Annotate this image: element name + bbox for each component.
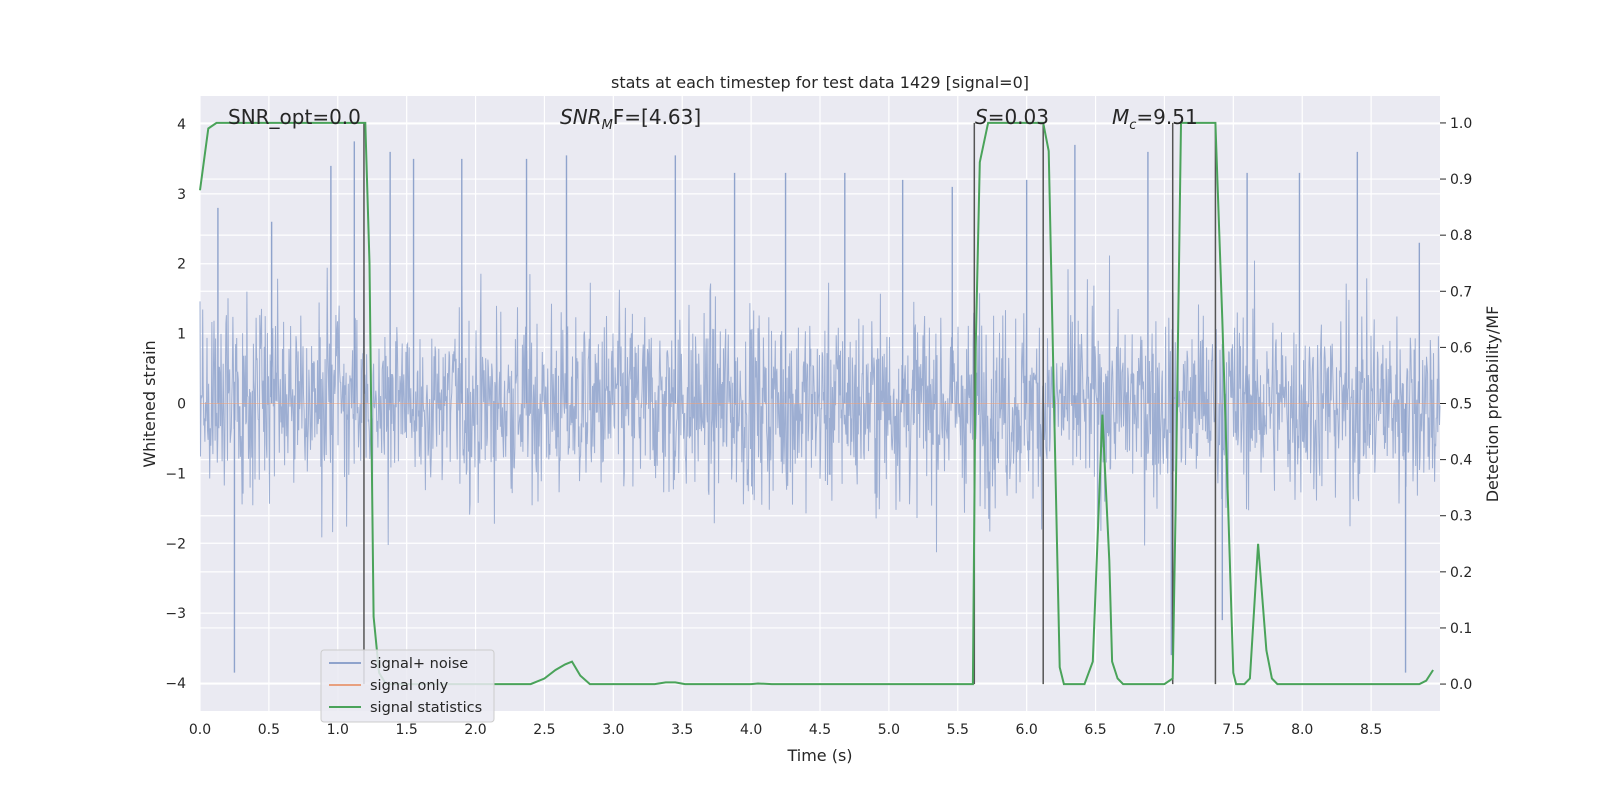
- y-right-tick-labels: 1.0 0.9 0.8 0.7 0.6 0.5 0.4 0.3 0.2 0.1 0.0: [1440, 116, 1472, 693]
- x-tick-label: 4.0: [740, 722, 762, 738]
- y-right-tick-label: 0.2: [1450, 565, 1472, 581]
- x-tick-label: 5.5: [947, 722, 969, 738]
- y-right-tick-label: 0.7: [1450, 284, 1472, 300]
- annotation-snr-mf: SNRMF=[4.63]: [560, 105, 701, 133]
- y-right-tick-label: 0.5: [1450, 397, 1472, 413]
- x-tick-label: 1.5: [396, 722, 418, 738]
- annotation-snr-opt: SNR_opt=0.0: [228, 105, 361, 129]
- y-right-tick-label: 0.9: [1450, 172, 1472, 188]
- x-tick-label: 7.5: [1222, 722, 1244, 738]
- x-tick-label: 5.0: [878, 722, 900, 738]
- x-tick-label: 3.0: [602, 722, 624, 738]
- y-right-tick-label: 0.6: [1450, 340, 1472, 356]
- legend-label-signal-only: signal only: [370, 678, 449, 694]
- x-tick-label: 2.0: [464, 722, 486, 738]
- x-tick-label: 4.5: [809, 722, 831, 738]
- x-tick-label: 6.5: [1084, 722, 1106, 738]
- y-tick-label: 1: [177, 327, 186, 343]
- y-right-tick-label: 0.4: [1450, 453, 1472, 469]
- x-tick-label: 0.5: [258, 722, 280, 738]
- y-tick-label: −1: [165, 466, 186, 482]
- x-tick-label: 6.0: [1016, 722, 1038, 738]
- y-right-tick-label: 1.0: [1450, 116, 1472, 132]
- vertical-markers: [363, 122, 1217, 685]
- x-tick-label: 3.5: [671, 722, 693, 738]
- y-right-tick-label: 0.3: [1450, 509, 1472, 525]
- x-tick-label: 0.0: [189, 722, 211, 738]
- annotation-mc: Mc=9.51: [1112, 105, 1198, 133]
- x-axis-label: Time (s): [786, 746, 852, 765]
- y-right-axis-label: Detection probability/MF: [1483, 306, 1502, 503]
- x-tick-label: 1.0: [327, 722, 349, 738]
- y-tick-labels: 4 3 2 1 0 −1 −2 −3 −4: [165, 117, 186, 692]
- legend-label-signal-statistics: signal statistics: [370, 700, 482, 716]
- noise-trace: [199, 255, 1441, 553]
- y-right-tick-label: 0.1: [1450, 621, 1472, 637]
- legend-box: [320, 649, 495, 723]
- y-tick-label: 0: [177, 397, 186, 413]
- series-signal-noise: [199, 141, 1441, 673]
- y-tick-label: 2: [177, 257, 186, 273]
- y-right-tick-label: 0.0: [1450, 677, 1472, 693]
- y-axis-label: Whitened strain: [140, 340, 159, 467]
- x-tick-label: 7.0: [1153, 722, 1175, 738]
- x-tick-label: 8.0: [1291, 722, 1313, 738]
- chart-title: stats at each timestep for test data 142…: [611, 73, 1029, 92]
- x-tick-label: 2.5: [533, 722, 555, 738]
- y-tick-label: −3: [165, 606, 186, 622]
- annotation-s: S=0.03: [975, 105, 1049, 129]
- legend-label-signal-noise: signal+ noise: [370, 656, 468, 672]
- y-tick-label: 3: [177, 187, 186, 203]
- y-tick-label: −4: [165, 676, 186, 692]
- y-tick-label: 4: [177, 117, 186, 133]
- y-tick-label: −2: [165, 536, 186, 552]
- y-right-tick-label: 0.8: [1450, 228, 1472, 244]
- legend: signal+ noise signal only signal statist…: [320, 649, 495, 723]
- x-tick-labels: 0.0 0.5 1.0 1.5 2.0 2.5 3.0 3.5 4.0 4.5 5.0 5.5 6.0 6…: [189, 722, 1382, 738]
- x-tick-label: 8.5: [1360, 722, 1382, 738]
